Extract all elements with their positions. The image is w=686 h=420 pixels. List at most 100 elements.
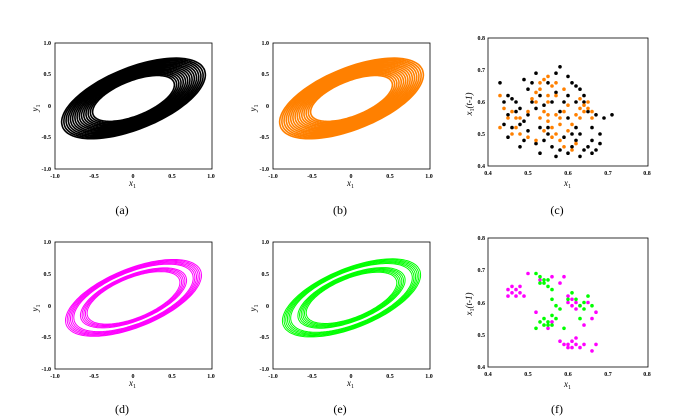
ylabel-f-sub: 1 xyxy=(470,309,476,312)
point-f-magenta-27 xyxy=(558,339,562,344)
point-c-orange-9 xyxy=(542,77,546,82)
point-f-green-16 xyxy=(566,297,570,302)
point-c-orange-30 xyxy=(582,109,586,114)
orbit-d-0 xyxy=(86,271,181,325)
ytick-c-2: 0.6 xyxy=(478,100,486,106)
point-f-green-3 xyxy=(546,284,550,289)
ylabel-d: y1 xyxy=(30,305,42,313)
point-c-orange-23 xyxy=(566,129,570,133)
ytick-f-2: 0.6 xyxy=(478,301,486,307)
orbit-a-8 xyxy=(74,64,193,133)
point-c-black-23 xyxy=(566,151,570,155)
xlabel-c-main: x xyxy=(563,178,568,188)
caption-e: (e) xyxy=(333,402,346,416)
point-c-black-21 xyxy=(558,148,562,152)
xtick-b-3: 0.5 xyxy=(386,174,394,180)
point-c-orange-39 xyxy=(518,132,522,136)
point-c-orange-16 xyxy=(546,119,550,123)
axes-frame-f xyxy=(487,237,649,368)
plot-area-a xyxy=(60,57,207,140)
point-c-orange-25 xyxy=(574,113,578,117)
ytick-d-3: -0.5 xyxy=(42,335,52,341)
orbit-a-5 xyxy=(80,68,187,129)
point-c-black-20 xyxy=(550,145,554,149)
orbit-b-4 xyxy=(300,69,403,128)
point-c-black-32 xyxy=(546,81,550,85)
point-f-magenta-16 xyxy=(566,300,570,305)
ylabel-a-main: y xyxy=(30,108,40,113)
point-c-black-50 xyxy=(582,148,586,152)
point-f-magenta-30 xyxy=(590,349,594,353)
panel-d: -1.0 -0.5 0 0.5 1.0 1.0 0.5 0 -0.5 -1.0 … xyxy=(30,240,215,416)
panel-f: 0.4 0.5 0.6 0.7 0.8 0.8 0.7 0.6 0.5 0.4 … xyxy=(464,236,651,416)
ylabel-d-main: y xyxy=(30,308,40,313)
point-c-black-33 xyxy=(554,71,558,75)
point-c-black-61 xyxy=(562,135,566,139)
point-f-magenta-0 xyxy=(506,287,510,292)
xlabel-a: x1 xyxy=(128,178,136,190)
point-c-black-44 xyxy=(598,132,602,136)
ytick-e-4: -1.0 xyxy=(260,367,270,373)
point-f-magenta-6 xyxy=(506,294,510,298)
point-c-orange-5 xyxy=(518,116,522,120)
xtick-f-3: 0.7 xyxy=(604,372,612,378)
point-c-black-7 xyxy=(506,113,510,117)
point-c-black-4 xyxy=(514,100,518,104)
orbit-b-9 xyxy=(289,63,414,134)
xtick-a-0: -1.0 xyxy=(50,174,60,180)
point-c-black-18 xyxy=(542,138,546,143)
xtick-b-1: -0.5 xyxy=(307,174,317,180)
point-c-black-26 xyxy=(578,132,582,136)
point-c-orange-50 xyxy=(554,81,558,85)
orbit-d-5 xyxy=(73,263,194,333)
point-c-orange-37 xyxy=(534,138,538,143)
caption-f: (f) xyxy=(551,402,563,416)
ytick-c-1: 0.7 xyxy=(478,68,486,74)
point-c-orange-7 xyxy=(534,100,538,104)
xtick-a-1: -0.5 xyxy=(89,174,99,180)
point-f-magenta-14 xyxy=(570,297,574,302)
point-f-green-21 xyxy=(590,303,594,308)
ylabel-e: y1 xyxy=(248,305,260,313)
point-c-orange-26 xyxy=(578,106,582,111)
point-c-orange-53 xyxy=(590,116,594,120)
ytick-e-0: 1.0 xyxy=(262,240,270,246)
ytick-f-1: 0.7 xyxy=(478,268,486,274)
orbit-e-4 xyxy=(298,268,405,328)
point-c-black-9 xyxy=(510,125,514,130)
point-f-green-5 xyxy=(546,278,550,282)
xtick-d-0: -1.0 xyxy=(50,374,60,380)
xlabel-b-main: x xyxy=(346,178,351,188)
xtick-e-0: -1.0 xyxy=(268,374,278,380)
xtick-d-2: 0 xyxy=(132,374,135,380)
xlabel-b: x1 xyxy=(346,178,354,190)
plot-area-c xyxy=(498,65,614,159)
point-f-green-2 xyxy=(542,278,546,282)
xtick-a-3: 0.5 xyxy=(168,174,176,180)
orbit-a-9 xyxy=(71,63,196,134)
ytick-e-2: 0 xyxy=(266,304,269,310)
point-f-magenta-19 xyxy=(570,303,574,308)
ytick-d-1: 0.5 xyxy=(44,272,52,278)
panel-c: 0.4 0.5 0.6 0.7 0.8 0.8 0.7 0.6 0.5 0.4 … xyxy=(464,36,651,217)
orbit-b-14 xyxy=(278,57,425,140)
point-c-black-49 xyxy=(590,151,594,155)
orbit-d-4 xyxy=(79,267,188,329)
point-c-black-29 xyxy=(558,109,562,114)
point-c-orange-36 xyxy=(554,113,558,117)
point-c-black-56 xyxy=(530,81,534,85)
ytick-a-2: 0 xyxy=(48,104,51,110)
orbit-b-3 xyxy=(303,71,400,126)
point-f-magenta-20 xyxy=(566,342,570,347)
point-c-orange-46 xyxy=(530,97,534,101)
point-c-black-10 xyxy=(518,122,522,127)
xtick-f-2: 0.6 xyxy=(564,372,572,378)
point-f-magenta-1 xyxy=(510,291,514,295)
point-f-magenta-38 xyxy=(534,310,538,315)
orbit-b-5 xyxy=(298,68,405,129)
point-c-orange-15 xyxy=(542,109,546,114)
point-c-orange-42 xyxy=(570,148,574,152)
point-c-black-42 xyxy=(602,116,606,120)
point-c-orange-38 xyxy=(526,135,530,139)
orbit-a-10 xyxy=(69,62,198,135)
